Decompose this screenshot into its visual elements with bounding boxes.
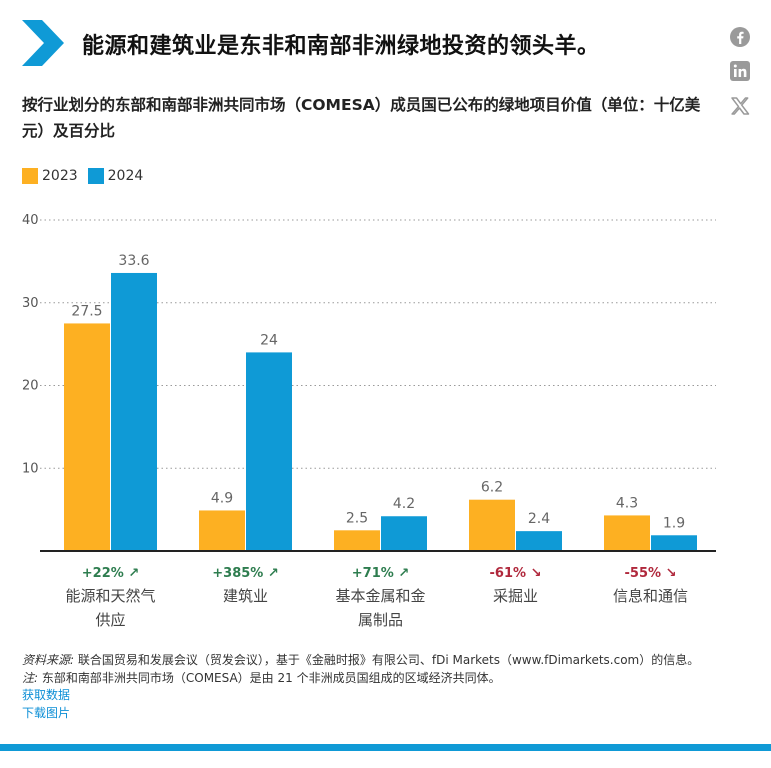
header: 能源和建筑业是东非和南部非洲绿地投资的领头羊。 — [22, 18, 722, 74]
data-label: 33.6 — [118, 253, 149, 269]
bar-2024 — [516, 531, 562, 551]
bar-2024 — [246, 352, 292, 551]
bottom-accent-bar — [0, 744, 771, 751]
legend-label-2024: 2024 — [107, 168, 144, 184]
linkedin-icon[interactable] — [729, 60, 751, 82]
data-label: 2.4 — [528, 511, 550, 527]
data-label: 4.3 — [616, 495, 638, 511]
bar-2024 — [651, 535, 697, 551]
x-tick-label: 建筑业 — [223, 587, 268, 605]
change-label: -55% ↘ — [625, 566, 677, 581]
chart-notes: 资料来源: 联合国贸易和发展会议（贸发会议），基于《金融时报》有限公司、fDi … — [22, 652, 762, 722]
change-label: +385% ↗ — [212, 566, 278, 581]
footnote: 注: 东部和南部非洲共同市场（COMESA）是由 21 个非洲成员国组成的区域经… — [22, 670, 501, 685]
y-tick-label: 40 — [22, 213, 39, 228]
data-label: 6.2 — [481, 480, 503, 496]
get-data-link[interactable]: 获取数据 — [22, 688, 71, 702]
bar-2024 — [381, 516, 427, 551]
chevron-logo-icon — [22, 20, 64, 66]
source-note: 资料来源: 联合国贸易和发展会议（贸发会议），基于《金融时报》有限公司、fDi … — [22, 653, 700, 667]
change-label: -61% ↘ — [490, 566, 542, 581]
x-tick-label: 基本金属和金 — [335, 587, 425, 605]
y-tick-label: 10 — [22, 461, 39, 476]
change-label: +22% ↗ — [82, 566, 139, 581]
x-tick-label: 属制品 — [358, 611, 403, 629]
facebook-icon[interactable] — [729, 26, 751, 48]
x-icon[interactable] — [729, 95, 751, 117]
bar-2023 — [604, 515, 650, 551]
x-tick-label: 供应 — [95, 611, 125, 629]
data-label: 27.5 — [71, 303, 102, 319]
bar-2023 — [64, 323, 110, 551]
bar-2023 — [469, 499, 515, 551]
chart-subtitle: 按行业划分的东部和南部非洲共同市场（COMESA）成员国已公布的绿地项目价值（单… — [22, 96, 701, 140]
legend-item-2024: 2024 — [87, 168, 144, 184]
legend-swatch-2024 — [87, 168, 104, 184]
data-label: 4.2 — [393, 496, 415, 512]
x-tick-label: 采掘业 — [493, 587, 538, 605]
y-tick-label: 30 — [22, 296, 39, 311]
x-tick-label: 信息和通信 — [613, 587, 688, 605]
x-tick-label: 能源和天然气 — [65, 587, 155, 605]
download-image-link[interactable]: 下载图片 — [22, 705, 71, 720]
chart-legend: 2023 2024 — [22, 168, 153, 184]
bar-2023 — [334, 530, 380, 551]
legend-label-2023: 2023 — [42, 168, 78, 184]
legend-swatch-2023 — [22, 168, 38, 184]
data-label: 24 — [260, 332, 278, 348]
data-label: 1.9 — [663, 515, 685, 531]
change-label: +71% ↗ — [352, 566, 409, 581]
bar-2023 — [199, 510, 245, 551]
legend-item-2023: 2023 — [22, 168, 78, 184]
data-label: 2.5 — [346, 510, 368, 526]
page-title: 能源和建筑业是东非和南部非洲绿地投资的领头羊。 — [82, 34, 600, 59]
data-label: 4.9 — [211, 490, 233, 506]
y-tick-label: 20 — [22, 379, 39, 394]
bar-2024 — [111, 272, 157, 551]
